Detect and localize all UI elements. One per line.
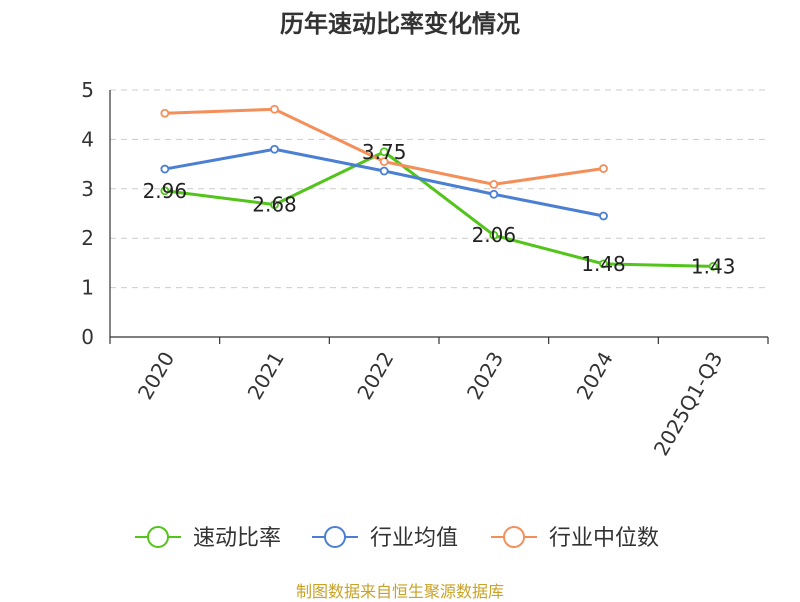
y-tick-label: 1 bbox=[81, 276, 94, 300]
series-line-1 bbox=[164, 150, 714, 268]
legend-label: 行业中位数 bbox=[549, 526, 659, 551]
data-point bbox=[270, 144, 279, 154]
legend: 速动比率 行业均值 行业中位数 bbox=[135, 526, 659, 551]
data-label: 2.06 bbox=[472, 223, 517, 247]
y-tick-label: 5 bbox=[81, 78, 94, 102]
legend-label: 速动比率 bbox=[193, 526, 281, 551]
data-point bbox=[379, 166, 389, 176]
data-point bbox=[599, 164, 608, 173]
data-point bbox=[599, 211, 608, 221]
data-label: 3.75 bbox=[362, 140, 407, 164]
chart-title: 历年速动比率变化情况 bbox=[280, 10, 520, 38]
x-tick-label: 2023 bbox=[462, 348, 508, 404]
data-point bbox=[489, 179, 499, 189]
x-tick-label: 2020 bbox=[133, 348, 179, 404]
data-point bbox=[270, 200, 279, 210]
legend-marker bbox=[147, 526, 169, 548]
legend-item-1: 速动比率 bbox=[135, 526, 281, 551]
legend-item-2: 行业均值 bbox=[312, 526, 458, 551]
x-tick-label: 2021 bbox=[243, 348, 289, 404]
legend-item-3: 行业中位数 bbox=[491, 526, 659, 551]
y-tick-label: 4 bbox=[81, 127, 94, 151]
legend-marker bbox=[503, 526, 525, 548]
data-point bbox=[489, 230, 499, 240]
legend-label: 行业均值 bbox=[370, 526, 458, 551]
axis-layer: 0 1 2 3 4 5 2020 2021 2022 2023 2024 2025Q1-Q3 bbox=[81, 78, 769, 460]
data-label: 1.48 bbox=[581, 252, 626, 276]
data-point bbox=[160, 108, 170, 118]
label-layer: 2.96 2.68 3.75 2.06 1.48 1.43 bbox=[143, 140, 736, 279]
data-point bbox=[599, 259, 608, 269]
data-point bbox=[489, 189, 499, 199]
data-label: 2.96 bbox=[143, 179, 188, 203]
series-layer bbox=[160, 104, 718, 271]
data-point bbox=[160, 186, 170, 196]
data-point bbox=[379, 157, 389, 167]
legend-marker bbox=[324, 526, 346, 548]
data-point bbox=[379, 147, 389, 157]
data-point bbox=[160, 164, 170, 174]
x-tick-label: 2024 bbox=[572, 348, 618, 404]
x-tick-label: 2025Q1-Q3 bbox=[649, 348, 728, 460]
grid-layer bbox=[110, 89, 768, 289]
data-point bbox=[708, 261, 718, 271]
source-note: 制图数据来自恒生聚源数据库 bbox=[295, 582, 504, 601]
data-point bbox=[270, 104, 279, 114]
data-label: 1.43 bbox=[691, 254, 736, 278]
data-label: 2.68 bbox=[252, 193, 297, 217]
y-tick-label: 3 bbox=[81, 177, 94, 201]
x-tick-label: 2022 bbox=[352, 348, 398, 404]
y-tick-label: 0 bbox=[81, 325, 94, 349]
y-tick-label: 2 bbox=[81, 226, 94, 250]
